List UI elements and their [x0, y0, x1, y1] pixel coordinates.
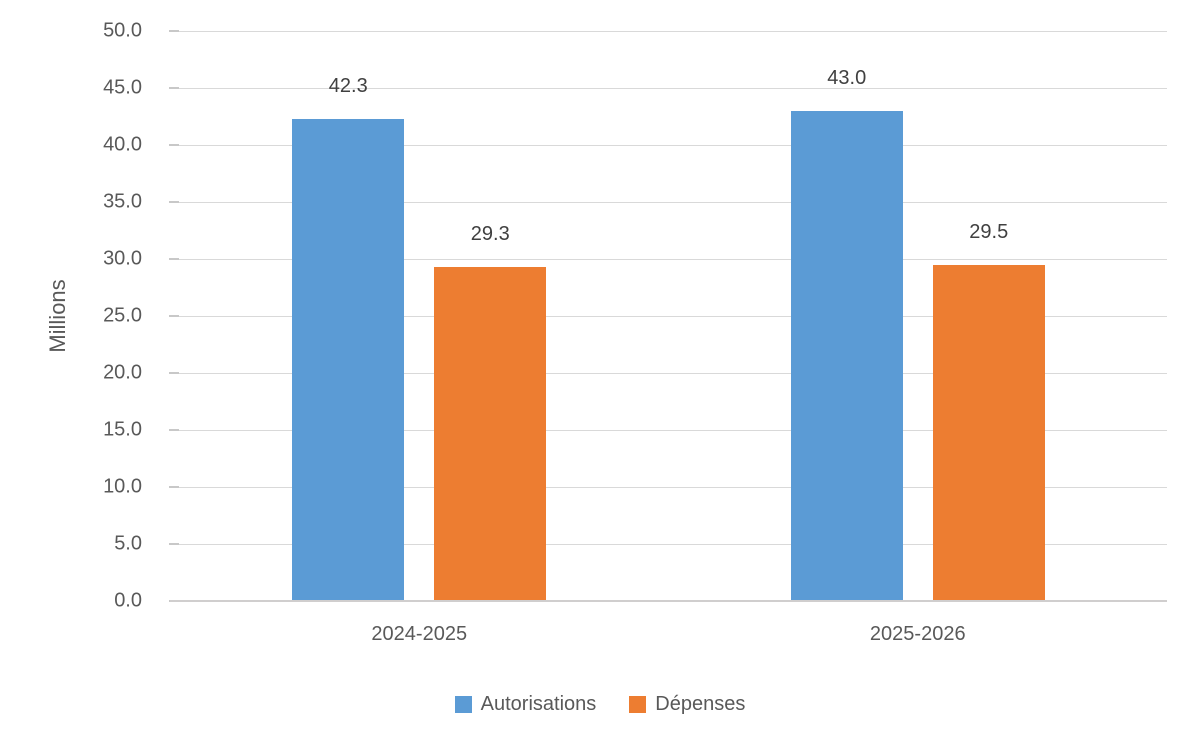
gridline	[170, 31, 1167, 32]
gridline	[170, 259, 1167, 260]
legend-label: Dépenses	[655, 692, 746, 715]
x-tick-label: 2024-2025	[371, 623, 468, 645]
y-axis-tick-mark	[169, 258, 179, 260]
y-axis-tick-mark	[169, 315, 179, 317]
gridline	[170, 145, 1167, 146]
y-tick-label: 5.0	[114, 532, 142, 555]
bar-dépenses-2024-2025	[434, 266, 547, 601]
bar-autorisations-2024-2025	[292, 118, 405, 601]
legend: Autorisations Dépenses	[0, 690, 1200, 718]
y-tick-label: 30.0	[103, 247, 142, 270]
legend-swatch-icon	[454, 695, 472, 713]
x-axis-line	[170, 600, 1167, 602]
y-tick-label: 15.0	[103, 418, 142, 441]
y-tick-label: 35.0	[103, 190, 142, 213]
gridline	[170, 487, 1167, 488]
gridline	[170, 316, 1167, 317]
legend-item-autorisations: Autorisations	[454, 692, 597, 716]
legend-swatch-icon	[629, 695, 647, 713]
plot-area: 42.3 29.3 43.0 29.5	[169, 30, 1167, 602]
y-tick-label: 40.0	[103, 133, 142, 156]
y-axis-ticks: 50.0 45.0 40.0 35.0 30.0 25.0 20.0 15.0 10.0 5.0 0…	[0, 20, 142, 612]
y-tick-label: 20.0	[103, 361, 142, 384]
y-tick-label: 45.0	[103, 76, 142, 99]
gridline	[170, 88, 1167, 89]
gridline	[170, 202, 1167, 203]
legend-item-dépenses: Dépenses	[629, 693, 745, 716]
y-tick-label: 25.0	[103, 304, 142, 327]
y-axis-tick-mark	[169, 30, 179, 32]
data-label: 29.5	[969, 220, 1009, 243]
y-tick-label: 0.0	[114, 589, 142, 612]
y-tick-label: 50.0	[103, 19, 142, 42]
legend-label: Autorisations	[480, 692, 597, 715]
y-axis-tick-mark	[169, 144, 179, 146]
gridline	[170, 430, 1167, 431]
y-axis-tick-mark	[169, 486, 179, 488]
bar-autorisations-2025-2026	[790, 110, 903, 601]
data-label: 42.3	[328, 74, 368, 97]
gridline	[170, 373, 1167, 374]
gridline	[170, 544, 1167, 545]
y-tick-label: 10.0	[103, 475, 142, 498]
y-axis-tick-mark	[169, 201, 179, 203]
y-axis-tick-mark	[169, 543, 179, 545]
y-axis-tick-mark	[169, 429, 179, 431]
y-axis-tick-mark	[169, 87, 179, 89]
bar-dépenses-2025-2026	[932, 264, 1045, 601]
x-axis-labels: 2024-2025 2025-2026	[170, 619, 1167, 649]
y-axis-tick-mark	[169, 372, 179, 374]
x-tick-label: 2025-2026	[869, 623, 966, 645]
data-label: 43.0	[827, 66, 867, 89]
data-label: 29.3	[470, 222, 510, 245]
